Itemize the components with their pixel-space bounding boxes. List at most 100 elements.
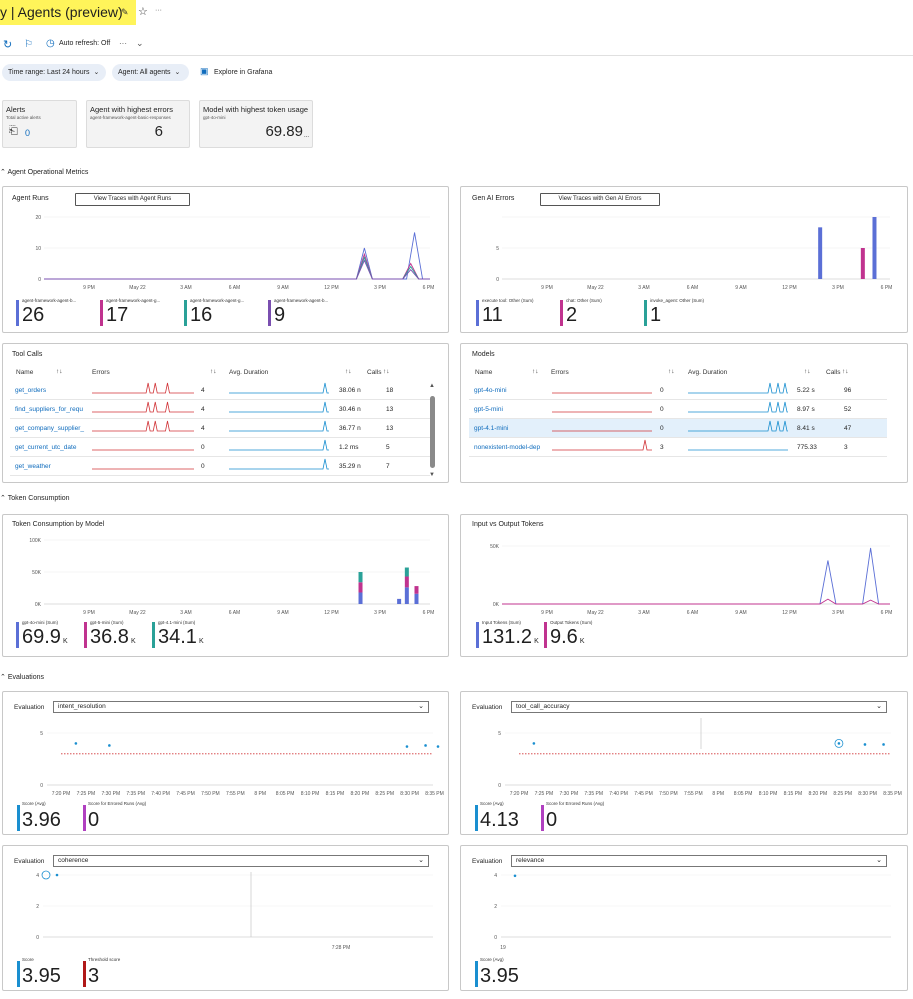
- legend-item[interactable]: Score (Avg) 4.13: [475, 801, 539, 833]
- legend-item[interactable]: Score (Avg) 3.95: [475, 957, 539, 989]
- legend-item[interactable]: Score (Avg) 3.96: [17, 801, 81, 833]
- tool-calls-header-calls[interactable]: Calls: [367, 369, 382, 376]
- table-row[interactable]: get_weather 0 35.29 n 7: [10, 457, 430, 476]
- legend-item[interactable]: agent-framework-agent-b... 9: [268, 298, 350, 328]
- legend-item[interactable]: Input Tokens (Sum) 131.2 K: [476, 620, 542, 650]
- models-header-name[interactable]: Name: [475, 369, 493, 376]
- model-name-link[interactable]: nonexistent-model-dep: [474, 444, 541, 451]
- pin-icon[interactable]: ✎: [121, 7, 129, 17]
- duration-sparkline: [229, 401, 329, 413]
- sort-icon[interactable]: ↑↓: [842, 368, 849, 375]
- tool-calls-header-name[interactable]: Name: [16, 369, 34, 376]
- table-row[interactable]: gpt-5-mini 0 8.97 s 52: [469, 400, 887, 419]
- auto-refresh-button[interactable]: Auto refresh: Off: [59, 40, 111, 47]
- score-point: [74, 742, 78, 745]
- token-by-model-title: Token Consumption by Model: [12, 521, 105, 528]
- agent-runs-card: [2, 186, 449, 333]
- section-operational-toggle[interactable]: ⌃ Agent Operational Metrics: [0, 168, 88, 176]
- table-row[interactable]: nonexistent-model-dep 3 775.33 3: [469, 438, 887, 457]
- sparkline: [688, 401, 788, 413]
- alerts-tile[interactable]: Alerts Total active alerts ⎗ 0: [2, 100, 77, 148]
- legend-item[interactable]: Score for Errored Runs (Avg) 0: [83, 801, 147, 833]
- error-bar: [860, 248, 865, 279]
- tool-name-link[interactable]: get_current_utc_date: [15, 444, 77, 451]
- sort-icon[interactable]: ↑↓: [532, 368, 539, 375]
- model-calls-count: 3: [844, 444, 848, 451]
- sort-icon[interactable]: ↑↓: [210, 368, 217, 375]
- legend-item[interactable]: Output Tokens (Sum) 9.6 K: [544, 620, 610, 650]
- tool-name-link[interactable]: get_company_supplier_: [15, 425, 85, 432]
- legend-item[interactable]: agent-framework-agent-g... 16: [184, 298, 266, 328]
- legend-item[interactable]: Score for Errored Runs (Avg) 0: [541, 801, 605, 833]
- table-row[interactable]: gpt-4.1-mini 0 8.41 s 47: [469, 419, 887, 438]
- legend-item[interactable]: Threshold score 3: [83, 957, 147, 989]
- table-row[interactable]: get_company_supplier_ 4 36.77 n 13: [10, 419, 430, 438]
- x-tick-label: 7:35 PM: [126, 791, 145, 797]
- more-icon[interactable]: ···: [155, 7, 162, 14]
- evaluation-legend: Score (Avg) 3.96 Score for Errored Runs (A…: [17, 801, 317, 833]
- x-tick-label: 9 AM: [735, 610, 746, 616]
- sort-icon[interactable]: ↑↓: [804, 368, 811, 375]
- score-point: [436, 745, 440, 748]
- highest-errors-tile[interactable]: Agent with highest errors agent-framewor…: [86, 100, 190, 148]
- evaluation-select[interactable]: relevance ⌄: [511, 855, 887, 867]
- time-range-filter[interactable]: Time range: Last 24 hours ⌄: [2, 64, 106, 81]
- view-gen-ai-errors-button[interactable]: View Traces with Gen AI Errors: [540, 193, 660, 206]
- sort-icon[interactable]: ↑↓: [668, 368, 675, 375]
- legend-item[interactable]: agent-framework-agent-g... 17: [100, 298, 182, 328]
- evaluation-select[interactable]: intent_resolution ⌄: [53, 701, 429, 713]
- legend-item[interactable]: agent-framework-agent-b... 26: [16, 298, 98, 328]
- x-tick-label: 8:05 PM: [276, 791, 295, 797]
- scroll-down-icon[interactable]: ▼: [429, 472, 435, 478]
- scroll-up-icon[interactable]: ▲: [429, 383, 435, 389]
- tool-name-link[interactable]: get_weather: [15, 463, 51, 470]
- legend-item[interactable]: Score 3.95: [17, 957, 81, 989]
- model-name-link[interactable]: gpt-4.1-mini: [474, 425, 509, 432]
- highest-token-tile[interactable]: Model with highest token usage gpt-4o-mi…: [199, 100, 313, 148]
- model-name-link[interactable]: gpt-4o-mini: [474, 387, 507, 394]
- legend-item[interactable]: gpt-5-mini (Sum) 36.8 K: [84, 620, 150, 650]
- scroll-thumb[interactable]: [430, 396, 435, 468]
- toolbar-more-button[interactable]: ···: [119, 39, 127, 48]
- feedback-icon[interactable]: ⚐: [24, 39, 33, 50]
- refresh-icon[interactable]: ↻: [3, 39, 13, 51]
- legend-item[interactable]: gpt-4o-mini (Sum) 69.9 K: [16, 620, 82, 650]
- tool-calls-header-errors[interactable]: Errors: [92, 369, 110, 376]
- explore-grafana-link[interactable]: Explore in Grafana: [214, 69, 273, 76]
- table-row[interactable]: get_orders 4 38.06 n 18: [10, 381, 430, 400]
- models-header-errors[interactable]: Errors: [551, 369, 569, 376]
- model-name-link[interactable]: gpt-5-mini: [474, 406, 503, 413]
- table-row[interactable]: gpt-4o-mini 0 5.22 s 96: [469, 381, 887, 400]
- sort-icon[interactable]: ↑↓: [56, 368, 63, 375]
- legend-item[interactable]: execute tool: Other (Sum) 11: [476, 298, 558, 328]
- models-header-duration[interactable]: Avg. Duration: [688, 369, 728, 376]
- sort-icon[interactable]: ↑↓: [383, 368, 390, 375]
- tool-calls-header-duration[interactable]: Avg. Duration: [229, 369, 269, 376]
- table-row[interactable]: find_suppliers_for_requ 4 30.46 n 13: [10, 400, 430, 419]
- section-evaluations-toggle[interactable]: ⌃ Evaluations: [0, 673, 44, 681]
- y-tick-label: 0: [36, 935, 39, 941]
- x-tick-label: 8:35 PM: [425, 791, 444, 797]
- agent-filter[interactable]: Agent: All agents ⌄: [112, 64, 189, 81]
- table-row[interactable]: get_current_utc_date 0 1.2 ms 5: [10, 438, 430, 457]
- tool-calls-scrollbar[interactable]: ▲ ▼: [429, 383, 436, 480]
- legend-item[interactable]: gpt-4.1-mini (Sum) 34.1 K: [152, 620, 218, 650]
- legend-item[interactable]: chat: Other (Sum) 2: [560, 298, 642, 328]
- sparkline: [552, 439, 652, 451]
- evaluation-select[interactable]: tool_call_accuracy ⌄: [511, 701, 887, 713]
- section-token-toggle[interactable]: ⌃ Token Consumption: [0, 494, 70, 502]
- view-agent-runs-button[interactable]: View Traces with Agent Runs: [75, 193, 190, 206]
- evaluation-select[interactable]: coherence ⌄: [53, 855, 429, 867]
- y-tick-label: 50K: [490, 544, 500, 550]
- tool-name-link[interactable]: get_orders: [15, 387, 47, 394]
- grafana-icon: ▣: [200, 66, 209, 76]
- star-icon[interactable]: ☆: [138, 6, 148, 18]
- legend-item[interactable]: invoke_agent: Other (Sum) 1: [644, 298, 726, 328]
- legend-color-bar: [476, 622, 479, 648]
- tool-name-link[interactable]: find_suppliers_for_requ: [15, 406, 83, 413]
- models-header-calls[interactable]: Calls: [826, 369, 841, 376]
- sort-icon[interactable]: ↑↓: [345, 368, 352, 375]
- chevron-down-icon[interactable]: ⌄: [136, 38, 144, 48]
- legend-color-bar: [268, 300, 271, 326]
- model-errors: 0: [660, 387, 664, 394]
